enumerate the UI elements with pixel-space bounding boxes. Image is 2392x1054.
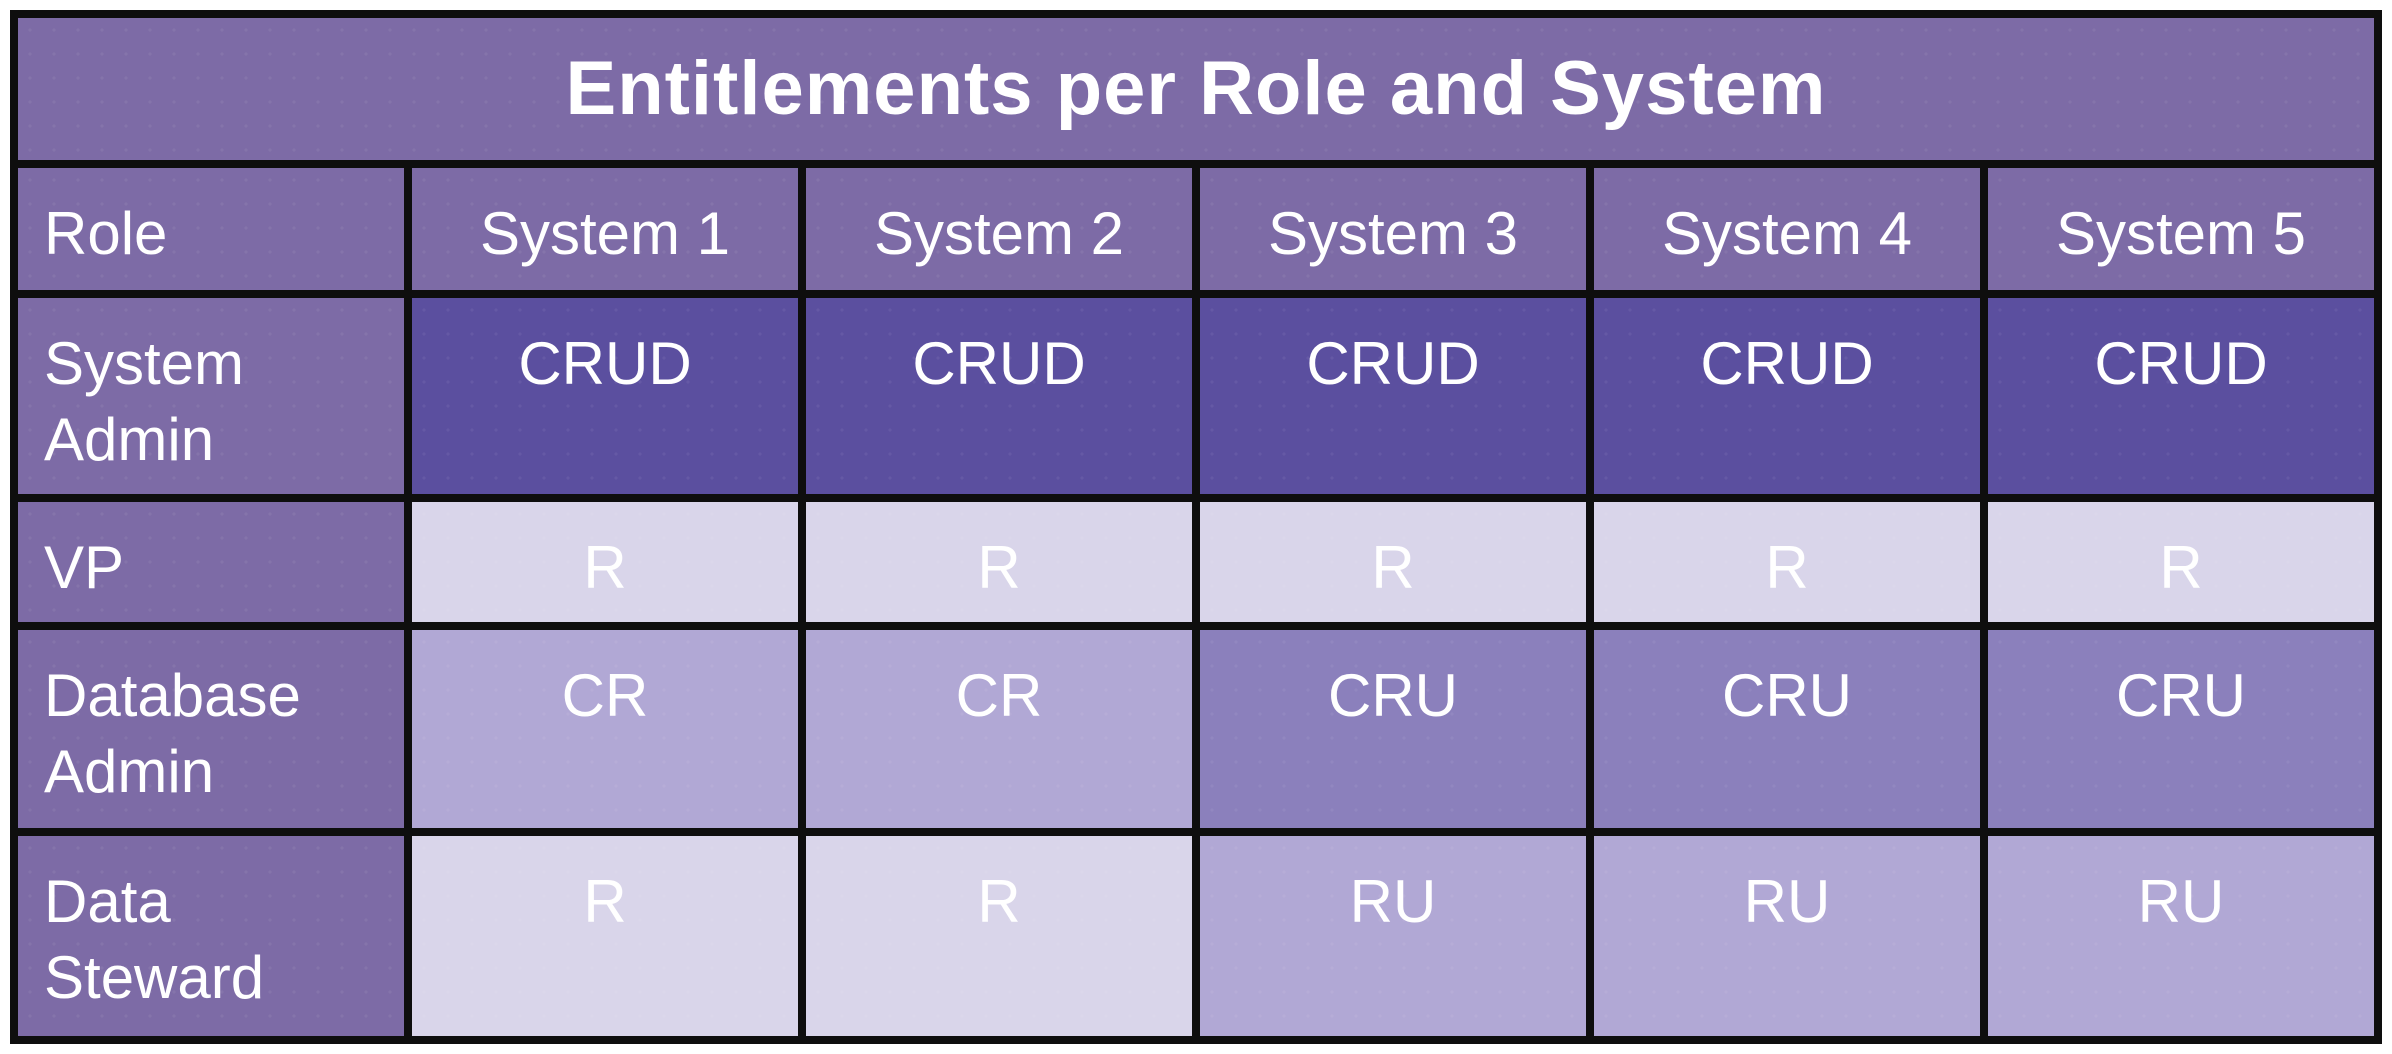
entitlement-cell: RU	[1988, 836, 2374, 1036]
entitlement-cell: R	[1594, 502, 1980, 622]
entitlement-cell: CRUD	[1988, 298, 2374, 494]
entitlement-cell: RU	[1594, 836, 1980, 1036]
entitlement-cell: CRUD	[1594, 298, 1980, 494]
entitlement-cell: CR	[806, 630, 1192, 828]
table-title: Entitlements per Role and System	[18, 18, 2374, 160]
entitlement-cell: CRUD	[806, 298, 1192, 494]
entitlement-cell: CR	[412, 630, 798, 828]
column-header-system-5: System 5	[1988, 168, 2374, 290]
entitlement-cell: R	[806, 836, 1192, 1036]
row-label-database-admin: Database Admin	[18, 630, 404, 828]
entitlement-cell: CRU	[1988, 630, 2374, 828]
column-header-system-2: System 2	[806, 168, 1192, 290]
entitlement-cell: R	[412, 836, 798, 1036]
entitlement-cell: CRUD	[1200, 298, 1586, 494]
row-label-vp: VP	[18, 502, 404, 622]
entitlement-cell: R	[1200, 502, 1586, 622]
column-header-system-3: System 3	[1200, 168, 1586, 290]
row-label-system-admin: System Admin	[18, 298, 404, 494]
column-header-system-1: System 1	[412, 168, 798, 290]
entitlement-cell: CRU	[1594, 630, 1980, 828]
column-header-system-4: System 4	[1594, 168, 1980, 290]
column-header-role: Role	[18, 168, 404, 290]
entitlements-table: Entitlements per Role and System Role Sy…	[10, 10, 2382, 1044]
entitlement-cell: RU	[1200, 836, 1586, 1036]
entitlement-cell: R	[1988, 502, 2374, 622]
entitlement-cell: CRUD	[412, 298, 798, 494]
entitlement-cell: R	[806, 502, 1192, 622]
entitlement-cell: R	[412, 502, 798, 622]
row-label-data-steward: Data Steward	[18, 836, 404, 1036]
entitlement-cell: CRU	[1200, 630, 1586, 828]
